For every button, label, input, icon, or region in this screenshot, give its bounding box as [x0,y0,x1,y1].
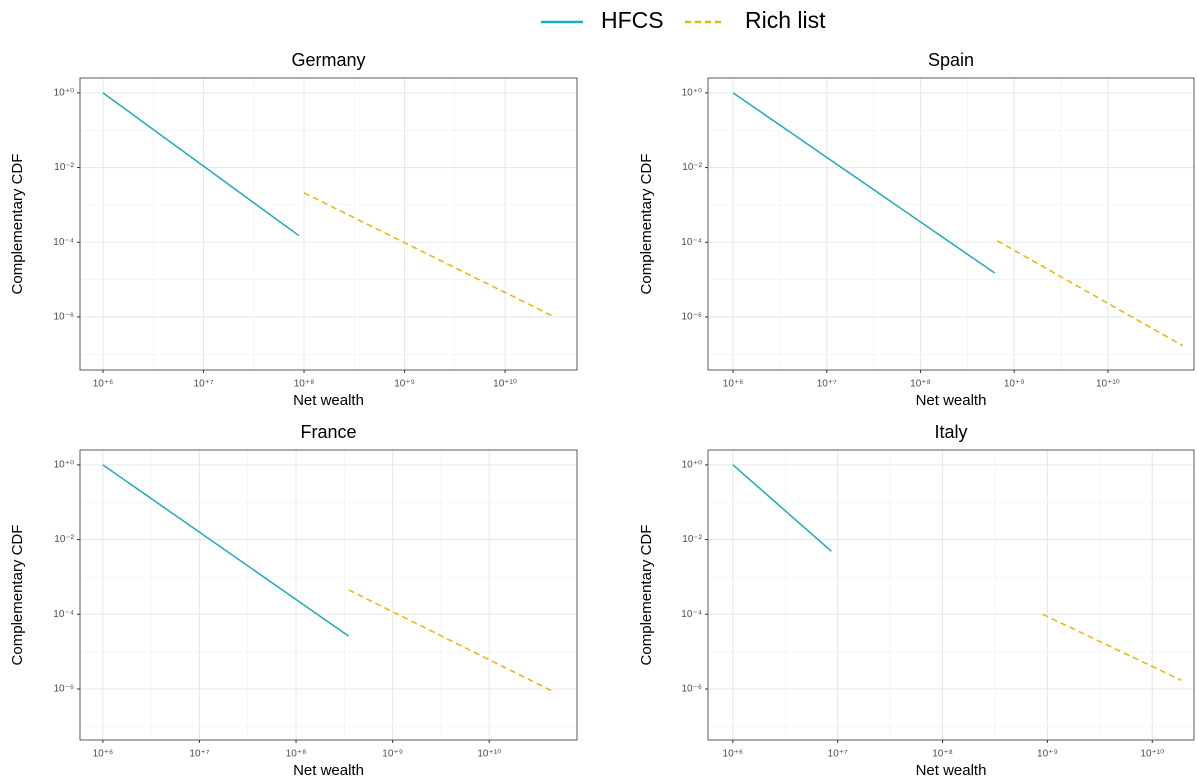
y-tick-label: 10⁻⁶ [681,312,702,323]
panel-title: France [300,422,356,442]
panel-title: Spain [928,50,974,70]
x-tick-label: 10⁺¹⁰ [493,379,517,390]
y-tick-label: 10⁻⁴ [53,237,74,248]
series-line [303,192,555,318]
x-tick-label: 10⁺⁷ [828,749,848,760]
series-line [732,92,996,274]
legend-label: HFCS [601,7,664,33]
y-tick-label: 10⁻² [682,534,702,545]
x-tick-label: 10⁺⁹ [394,379,415,390]
x-tick-label: 10⁺¹⁰ [1140,749,1164,760]
x-tick-label: 10⁺⁷ [189,749,209,760]
legend: HFCS Rich list [541,7,826,33]
y-tick-label: 10⁻² [54,162,74,173]
y-tick-label: 10⁺⁰ [54,460,74,471]
y-tick-label: 10⁺⁰ [54,88,74,99]
x-tick-label: 10⁺⁷ [817,379,837,390]
series-line [996,240,1184,347]
y-tick-label: 10⁻² [54,534,74,545]
x-tick-label: 10⁺¹⁰ [1096,379,1120,390]
panel: 10⁺⁶ 10⁺⁷ 10⁺⁸ 10⁺⁹ 10⁺¹⁰ 10⁺⁰ 10⁻² 10⁻⁴ 10⁻⁶ Spa… [638,50,1195,409]
y-tick-label: 10⁺⁰ [682,460,702,471]
x-tick-label: 10⁺¹⁰ [477,749,501,760]
x-tick-label: 10⁺⁸ [294,379,315,390]
x-tick-label: 10⁺⁶ [723,379,744,390]
panel: 10⁺⁶ 10⁺⁷ 10⁺⁸ 10⁺⁹ 10⁺¹⁰ 10⁺⁰ 10⁻² 10⁻⁴ 10⁻⁶ Ita… [638,422,1195,778]
x-axis-label: Net wealth [293,762,364,778]
plot-border [79,449,578,741]
x-axis-label: Net wealth [293,392,364,409]
panel: 10⁺⁶ 10⁺⁷ 10⁺⁸ 10⁺⁹ 10⁺¹⁰ 10⁺⁰ 10⁻² 10⁻⁴ 10⁻⁶ Ger… [9,50,578,409]
x-tick-label: 10⁺⁹ [382,749,403,760]
x-tick-label: 10⁺⁹ [1037,749,1058,760]
y-tick-label: 10⁻⁴ [681,609,702,620]
panel-title: Germany [291,50,365,70]
panel: 10⁺⁶ 10⁺⁷ 10⁺⁸ 10⁺⁹ 10⁺¹⁰ 10⁺⁰ 10⁻² 10⁻⁴ 10⁻⁶ Fra… [9,422,578,778]
series-line [732,464,832,552]
y-tick-label: 10⁻⁴ [681,237,702,248]
x-axis-label: Net wealth [916,392,987,409]
series-line [102,92,300,237]
x-tick-label: 10⁺⁷ [194,379,214,390]
y-axis-label: Complementary CDF [638,525,655,666]
y-tick-label: 10⁻⁶ [53,312,74,323]
series-line [348,589,555,693]
x-tick-label: 10⁺⁶ [723,749,744,760]
x-tick-label: 10⁺⁶ [93,379,114,390]
x-tick-label: 10⁺⁶ [93,749,114,760]
y-tick-label: 10⁻⁶ [681,684,702,695]
y-tick-label: 10⁻⁶ [53,684,74,695]
x-axis-label: Net wealth [916,762,987,778]
plot-border [79,77,578,371]
y-axis-label: Complementary CDF [9,154,26,295]
series-line [102,464,350,637]
y-tick-label: 10⁺⁰ [682,88,702,99]
x-tick-label: 10⁺⁸ [286,749,307,760]
y-tick-label: 10⁻⁴ [53,609,74,620]
series-line [1042,613,1182,682]
plot-border [707,449,1195,741]
x-tick-label: 10⁺⁸ [910,379,931,390]
legend-label: Rich list [745,7,826,33]
y-tick-label: 10⁻² [682,162,702,173]
panel-title: Italy [934,422,967,442]
y-axis-label: Complementary CDF [638,154,655,295]
plot-border [707,77,1195,371]
y-axis-label: Complementary CDF [9,525,26,666]
x-tick-label: 10⁺⁹ [1004,379,1025,390]
x-tick-label: 10⁺⁸ [932,749,953,760]
